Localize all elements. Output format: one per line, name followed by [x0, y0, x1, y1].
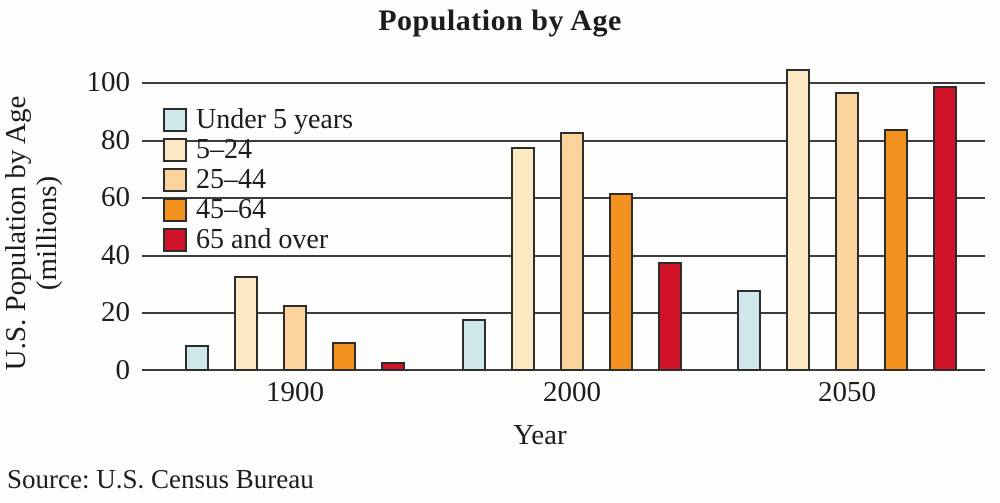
legend-swatch-25-44 [163, 168, 187, 192]
bar-2050-25-44 [835, 92, 859, 371]
bar-1900-under-5-years [185, 345, 209, 371]
x-tick-label-2000: 2000 [543, 376, 601, 408]
y-tick-label-40: 40 [101, 238, 130, 271]
legend-swatch-45-64 [163, 198, 187, 222]
gridline-100 [142, 82, 985, 85]
legend-label-25-44: 25–44 [196, 164, 266, 195]
y-tick-label-60: 60 [101, 181, 130, 214]
legend-item-5-24: 5–24 [163, 135, 353, 165]
y-tick-label-100: 100 [86, 66, 131, 99]
legend: Under 5 years 5–24 25–44 45–64 65 and over [163, 105, 353, 255]
bar-2050-5-24 [786, 69, 810, 371]
y-axis-label: U.S. Population by Age (millions) [0, 68, 63, 398]
y-tick-label-0: 0 [115, 354, 131, 386]
legend-swatch-5-24 [163, 138, 187, 162]
legend-item-45-64: 45–64 [163, 195, 353, 225]
bar-2000-25-44 [560, 132, 584, 371]
legend-label-65-and-over: 65 and over [196, 224, 329, 255]
chart-title: Population by Age [378, 4, 622, 37]
bar-2000-65-and-over [658, 262, 682, 371]
y-tick-label-80: 80 [101, 123, 130, 156]
legend-swatch-65-and-over [163, 228, 187, 252]
bar-2000-under-5-years [462, 319, 486, 371]
bar-2000-5-24 [511, 147, 535, 371]
x-tick-label-1900: 1900 [266, 376, 324, 408]
legend-label-under-5-years: Under 5 years [196, 104, 354, 135]
legend-label-45-64: 45–64 [196, 194, 266, 225]
bar-1900-65-and-over [381, 362, 405, 371]
bar-1900-5-24 [234, 276, 258, 371]
plot-area: Under 5 years 5–24 25–44 45–64 65 and over [142, 55, 985, 371]
legend-item-65-and-over: 65 and over [163, 225, 353, 255]
legend-item-under-5-years: Under 5 years [163, 105, 353, 135]
bar-1900-25-44 [283, 305, 307, 371]
bar-2050-under-5-years [737, 290, 761, 371]
legend-label-5-24: 5–24 [196, 134, 252, 165]
y-tick-label-20: 20 [101, 296, 130, 329]
bar-2000-45-64 [609, 193, 633, 371]
source-note: Source: U.S. Census Bureau [7, 464, 314, 494]
bar-1900-45-64 [332, 342, 356, 371]
y-axis-label-line1: U.S. Population by Age [0, 95, 32, 371]
legend-item-25-44: 25–44 [163, 165, 353, 195]
bar-2050-65-and-over [933, 86, 957, 371]
x-tick-label-2050: 2050 [818, 376, 876, 408]
x-axis-label: Year [513, 419, 567, 451]
bar-2050-45-64 [884, 129, 908, 371]
legend-swatch-under-5-years [163, 108, 187, 132]
